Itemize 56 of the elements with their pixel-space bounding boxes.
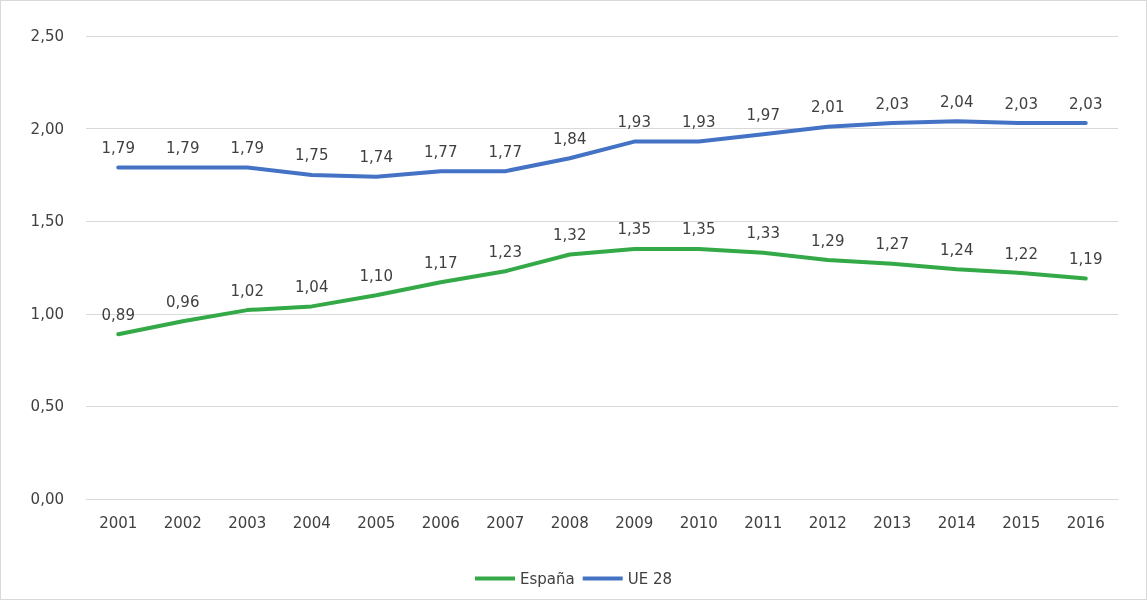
x-tick-label: 2013: [873, 513, 912, 532]
x-tick-label: 2009: [615, 513, 654, 532]
y-tick-label: 1,00: [30, 304, 64, 323]
data-label: 1,29: [811, 231, 845, 250]
x-tick-label: 2015: [1002, 513, 1041, 532]
data-label: 1,79: [230, 138, 264, 157]
data-label: 1,32: [553, 226, 587, 245]
data-label: 1,33: [746, 224, 780, 243]
data-label: 1,77: [488, 142, 522, 161]
y-tick-label: 0,50: [30, 397, 64, 416]
data-label: 1,10: [359, 266, 393, 285]
x-tick-label: 2007: [486, 513, 525, 532]
data-label: 1,22: [1004, 244, 1038, 263]
data-label: 1,93: [682, 113, 716, 132]
data-label: 1,24: [940, 240, 974, 259]
x-tick-label: 2012: [808, 513, 847, 532]
data-label: 1,79: [166, 138, 200, 157]
x-tick-label: 2006: [421, 513, 460, 532]
x-tick-label: 2005: [357, 513, 396, 532]
x-tick-label: 2014: [937, 513, 976, 532]
data-label: 0,96: [166, 292, 200, 311]
data-label: 1,75: [295, 146, 329, 165]
data-label: 1,74: [359, 148, 393, 167]
data-label: 1,02: [230, 281, 264, 300]
x-tick-label: 2011: [744, 513, 783, 532]
data-label: 1,17: [424, 253, 458, 272]
data-label: 2,03: [875, 94, 909, 113]
x-tick-label: 2004: [292, 513, 331, 532]
x-tick-label: 2010: [679, 513, 718, 532]
data-label: 1,77: [424, 142, 458, 161]
data-label: 1,35: [617, 220, 651, 239]
legend-label: España: [519, 569, 575, 588]
data-label: 1,27: [875, 235, 909, 254]
y-tick-label: 2,50: [30, 27, 64, 45]
x-tick-label: 2008: [550, 513, 589, 532]
data-label: 1,19: [1069, 250, 1103, 269]
y-tick-label: 0,00: [30, 490, 64, 508]
data-label: 2,01: [811, 98, 845, 117]
x-tick-label: 2001: [99, 513, 138, 532]
data-label: 2,04: [940, 92, 974, 111]
x-tick-label: 2003: [228, 513, 267, 532]
x-tick-label: 2002: [163, 513, 202, 532]
data-label: 1,84: [553, 129, 587, 148]
data-label: 1,23: [488, 242, 522, 261]
data-label: 0,89: [101, 305, 135, 324]
legend-label: UE 28: [627, 569, 673, 588]
data-label: 1,04: [295, 277, 329, 296]
y-tick-label: 2,00: [30, 119, 64, 138]
y-tick-label: 1,50: [30, 212, 64, 231]
data-label: 2,03: [1004, 94, 1038, 113]
data-label: 1,97: [746, 105, 780, 124]
data-label: 1,93: [617, 113, 651, 132]
data-label: 1,35: [682, 220, 716, 239]
x-tick-label: 2016: [1066, 513, 1105, 532]
data-label: 1,79: [101, 138, 135, 157]
data-label: 2,03: [1069, 94, 1103, 113]
